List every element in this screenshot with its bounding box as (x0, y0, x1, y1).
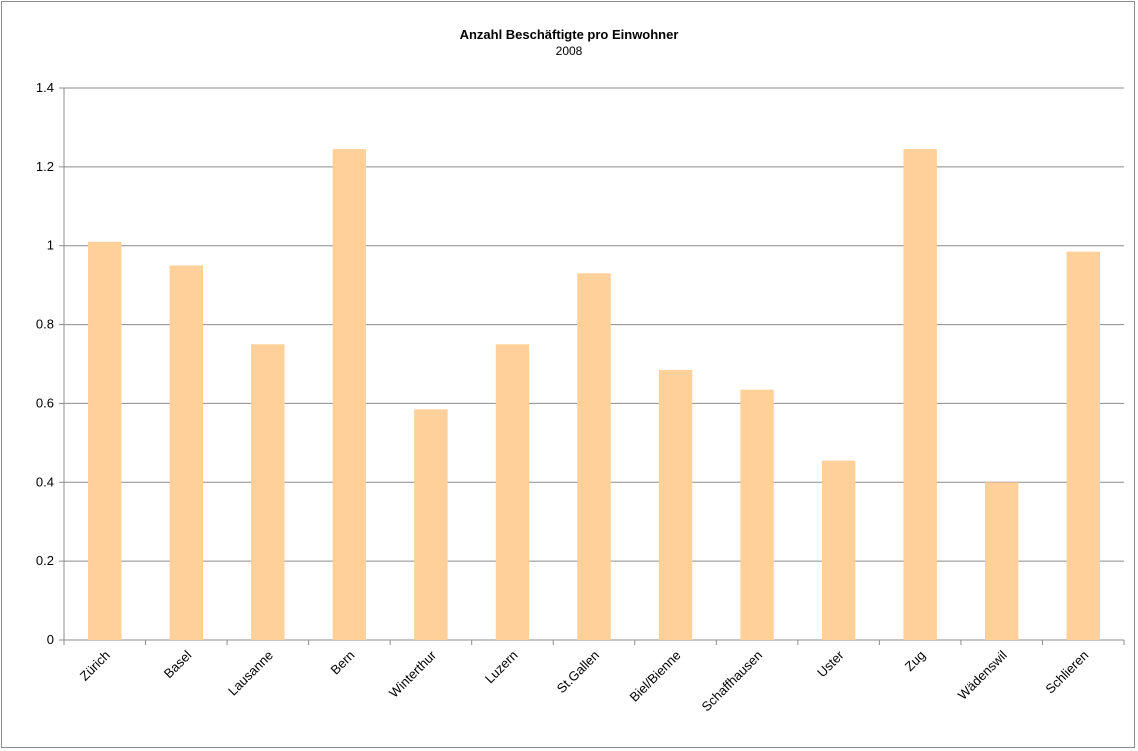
bar-3 (332, 149, 367, 640)
bar-0 (88, 241, 122, 640)
category-label: St.Gallen (554, 648, 602, 696)
bar-7 (658, 369, 693, 640)
bar-8 (740, 389, 774, 640)
y-tick-label: 0 (47, 632, 54, 647)
chart-title: Anzahl Beschäftigte pro Einwohner (459, 27, 679, 42)
bar-11 (984, 482, 1019, 640)
category-label: Basel (161, 647, 195, 681)
bar-5 (495, 344, 530, 640)
category-label: Lausanne (225, 648, 276, 699)
chart-title-block: Anzahl Beschäftigte pro Einwohner 2008 (0, 27, 1138, 59)
category-label: Uster (814, 647, 847, 680)
bar-12 (1066, 251, 1100, 640)
y-tick-label: 1 (47, 238, 54, 253)
category-label: Biel/Bienne (627, 648, 684, 705)
bar-10 (903, 149, 937, 640)
bar-6 (577, 273, 611, 640)
category-label: Schaffhausen (699, 648, 766, 715)
category-label: Zürich (77, 648, 113, 684)
bar-2 (251, 344, 285, 640)
category-label: Bern (327, 648, 357, 678)
y-tick-label: 0.4 (36, 474, 54, 489)
category-label: Luzern (482, 648, 521, 687)
category-label: Zug (902, 648, 928, 674)
y-tick-label: 0.2 (36, 553, 54, 568)
y-tick-label: 0.8 (36, 317, 54, 332)
bar-9 (821, 460, 856, 640)
y-tick-label: 1.2 (36, 159, 54, 174)
bar-4 (414, 409, 448, 640)
y-tick-label: 1.4 (36, 80, 54, 95)
category-label: Schlieren (1042, 648, 1091, 697)
chart-subtitle: 2008 (555, 44, 583, 58)
category-label: Winterthur (386, 647, 439, 700)
y-tick-label: 0.6 (36, 395, 54, 410)
category-label: Wädenswil (955, 647, 1010, 702)
bar-1 (169, 265, 204, 640)
